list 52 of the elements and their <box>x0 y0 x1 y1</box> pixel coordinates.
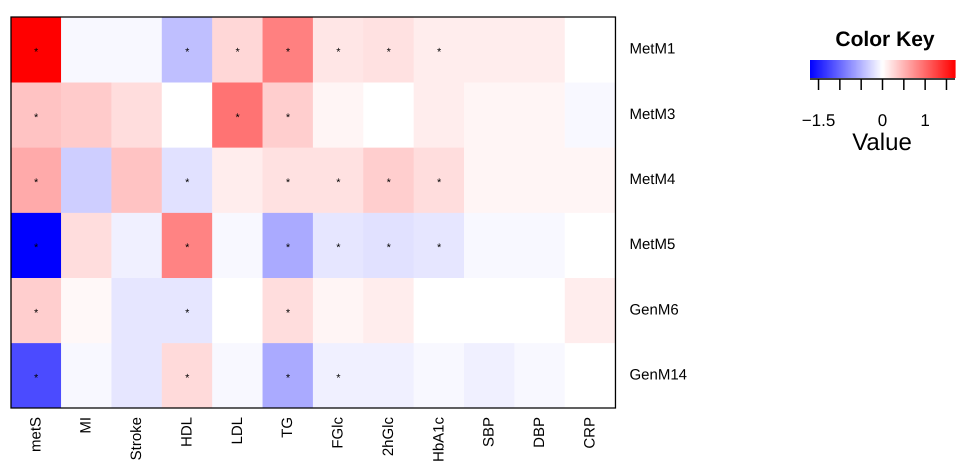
data-label: * <box>437 176 442 189</box>
x-tick-label: HDL <box>178 416 196 447</box>
color-bar-title: Value <box>852 129 912 156</box>
y-tick-label: MetM1 <box>629 40 676 58</box>
data-label: * <box>34 46 40 59</box>
x-tick-label: metS <box>27 416 44 452</box>
x-tick-label: FGlc <box>330 416 347 449</box>
data-label: * <box>336 176 342 189</box>
data-label: * <box>286 112 291 124</box>
data-label: * <box>185 372 190 384</box>
data-label: * <box>34 307 40 320</box>
x-tick-label: MI <box>78 416 95 434</box>
data-label: * <box>286 176 291 189</box>
data-label: * <box>386 46 392 59</box>
data-label: * <box>236 112 241 124</box>
x-tick-label: TG <box>279 416 296 438</box>
y-tick-label: MetM3 <box>629 106 676 123</box>
data-label: * <box>336 242 342 254</box>
x-tick-label: 2hGlc <box>380 416 397 456</box>
text: Color Key <box>835 28 935 51</box>
data-label: * <box>386 176 392 189</box>
data-label: * <box>34 372 40 384</box>
data-label: * <box>286 307 291 320</box>
data-label: * <box>34 176 40 189</box>
x-tick-label: DBP <box>531 416 548 448</box>
data-label: * <box>185 176 190 189</box>
data-label: * <box>437 46 442 59</box>
data-label: * <box>336 372 342 384</box>
color-bar-label: −1.5 <box>802 111 836 130</box>
y-tick-label: MetM5 <box>629 236 676 254</box>
data-label: * <box>437 242 442 254</box>
data-label: * <box>236 46 241 59</box>
data-label: * <box>185 307 190 320</box>
data-label: * <box>185 242 190 254</box>
data-label: * <box>386 242 392 254</box>
data-label: * <box>34 242 40 254</box>
y-tick-label: GenM14 <box>629 366 688 384</box>
y-tick-label: MetM4 <box>629 171 676 188</box>
x-tick-label: CRP <box>581 416 598 449</box>
x-tick-label: LDL <box>228 416 246 445</box>
data-label: * <box>34 112 40 124</box>
x-tick-label: Stroke <box>128 416 146 460</box>
data-label: * <box>286 242 291 254</box>
data-label: * <box>286 372 291 384</box>
data-label: * <box>286 46 291 59</box>
y-tick-label: GenM6 <box>629 301 679 318</box>
x-tick-label: SBP <box>480 416 498 447</box>
data-label: * <box>185 46 190 59</box>
x-tick-label: HbA1c <box>430 416 448 462</box>
color-bar-label: 1 <box>920 111 930 130</box>
data-label: * <box>336 46 342 59</box>
color-bar-label: 0 <box>878 111 888 130</box>
